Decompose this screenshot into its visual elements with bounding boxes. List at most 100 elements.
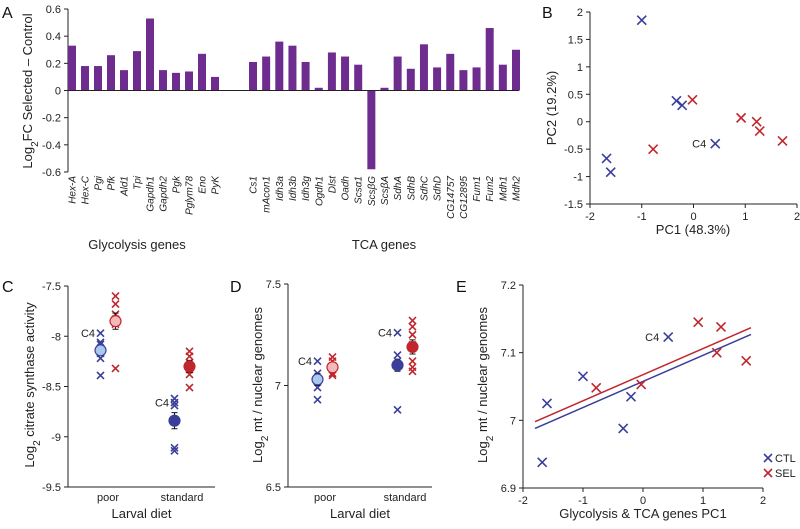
gene-label: Hex-A <box>68 176 79 204</box>
panel-b-pca-scatter: B -1.5 -1 -0.5 0 0.5 1 1.5 2 -2 -1 0 1 2 PC2 (19.2%) PC… <box>542 5 800 237</box>
y-axis-label: Log2 mt / nuclear genomes <box>475 307 496 463</box>
bar <box>446 53 455 91</box>
mean-marker <box>311 373 324 386</box>
bar <box>288 45 297 91</box>
y-label-text: Log <box>20 147 35 169</box>
gene-label: Fum2 <box>485 176 496 202</box>
y-label-subscript: 2 <box>485 435 496 441</box>
data-point-cross <box>393 405 402 414</box>
mean-marker <box>168 414 181 427</box>
y-tick-label: 2 <box>577 7 583 19</box>
y-label-text: mt / nuclear genomes <box>475 307 490 436</box>
point-annotation: C4 <box>645 332 659 344</box>
gene-label: ScsβA <box>380 176 391 205</box>
point-annotation: C4 <box>155 398 169 410</box>
regression-line <box>534 333 752 430</box>
data-point-cross <box>741 355 752 366</box>
gene-label: Gapdh1 <box>146 176 157 212</box>
mean-marker <box>94 344 107 357</box>
y-tick-label: 7.2 <box>501 280 516 292</box>
bar <box>327 52 336 91</box>
gene-label: SdhD <box>433 176 444 201</box>
y-tick-label: 7 <box>510 415 516 427</box>
y-tick-label: 0 <box>577 117 583 129</box>
gene-label: Mdh2 <box>512 176 523 201</box>
point-annotation: C4 <box>378 328 392 340</box>
data-point-cross <box>170 401 179 410</box>
data-point-cross <box>170 443 179 452</box>
data-point-cross <box>754 125 765 137</box>
bar <box>120 70 128 91</box>
bar <box>185 71 193 91</box>
gene-label: ScsβG <box>367 176 378 206</box>
point-annotation: C4 <box>692 139 706 151</box>
bar <box>314 87 323 91</box>
data-point-cross <box>625 391 637 402</box>
y-label-subscript: 2 <box>30 141 41 147</box>
data-point-cross <box>111 364 120 373</box>
y-tick-label: 6.5 <box>266 482 281 494</box>
group-label: Glycolysis genes <box>88 237 186 252</box>
data-point-cross <box>111 300 120 309</box>
bar <box>107 55 115 91</box>
data-point-cross <box>408 316 417 325</box>
y-label-text: Log <box>250 441 265 463</box>
y-tick-label: -0.2 <box>42 113 61 125</box>
x-axis-label: Larval diet <box>112 506 172 521</box>
y-tick-label: 7 <box>275 381 281 393</box>
y-tick-label: -8 <box>51 331 61 343</box>
gene-label: SdhB <box>406 176 417 201</box>
x-tick-label: 2 <box>760 495 766 507</box>
data-point-cross <box>591 382 602 393</box>
x-axis-label: PC1 (48.3%) <box>656 222 730 237</box>
data-point-cross <box>710 138 721 149</box>
panel-letter: E <box>456 279 467 296</box>
y-tick-label: -0.6 <box>42 167 61 179</box>
data-point-cross <box>537 457 548 468</box>
mean-marker <box>109 315 122 328</box>
y-label-text: Log <box>475 441 490 463</box>
gene-label: PyK <box>211 175 222 195</box>
data-point-cross <box>663 332 674 343</box>
point-annotation: C4 <box>298 356 312 368</box>
y-tick-label: -1.5 <box>564 199 583 211</box>
y-label-text: FC Selected – Control <box>20 13 35 141</box>
data-point-cross <box>111 291 120 301</box>
y-tick-label: 7.1 <box>501 348 516 360</box>
data-point-cross <box>618 423 629 434</box>
mean-marker <box>391 359 404 372</box>
data-point-cross <box>577 371 589 382</box>
gene-label: Idh3g <box>301 176 312 201</box>
gene-label: mAcon1 <box>262 176 273 213</box>
gene-label: Pfk <box>107 175 118 190</box>
bar <box>367 90 376 170</box>
gene-label: Fum1 <box>472 176 483 202</box>
data-point-cross <box>711 347 722 358</box>
y-tick-label: -0.4 <box>42 140 61 152</box>
bar <box>419 44 428 91</box>
x-tick-label: 2 <box>794 211 800 223</box>
panel-d-dot-plot: D 6.5 7 7.5 Log2 mt / nuclear genomes poor sta… <box>230 279 432 521</box>
mean-marker <box>406 340 419 354</box>
y-axis-label: Log2 mt / nuclear genomes <box>250 307 271 463</box>
y-tick-label: 0 <box>55 86 61 98</box>
gene-label: Ald1 <box>120 176 131 197</box>
y-label-text: citrate synthase activity <box>22 302 37 440</box>
y-tick-label: -0.5 <box>564 144 583 156</box>
data-point-cross <box>408 367 417 376</box>
gene-label: Eno <box>198 176 209 194</box>
mean-marker <box>183 360 196 373</box>
legend-marker-icon <box>763 468 773 478</box>
y-axis-label: Log2FC Selected – Control <box>20 13 41 168</box>
data-point-cross <box>687 94 698 105</box>
y-tick-label: -1 <box>573 172 583 184</box>
bar <box>81 66 89 91</box>
bar <box>172 72 180 91</box>
legend-marker-icon <box>763 453 773 463</box>
data-point-cross <box>541 398 553 409</box>
regression-line <box>534 326 752 423</box>
gene-label: Hex-C <box>81 175 92 204</box>
legend-label: CTL <box>775 453 796 465</box>
y-axis-label: Log2 citrate synthase activity <box>22 302 43 468</box>
